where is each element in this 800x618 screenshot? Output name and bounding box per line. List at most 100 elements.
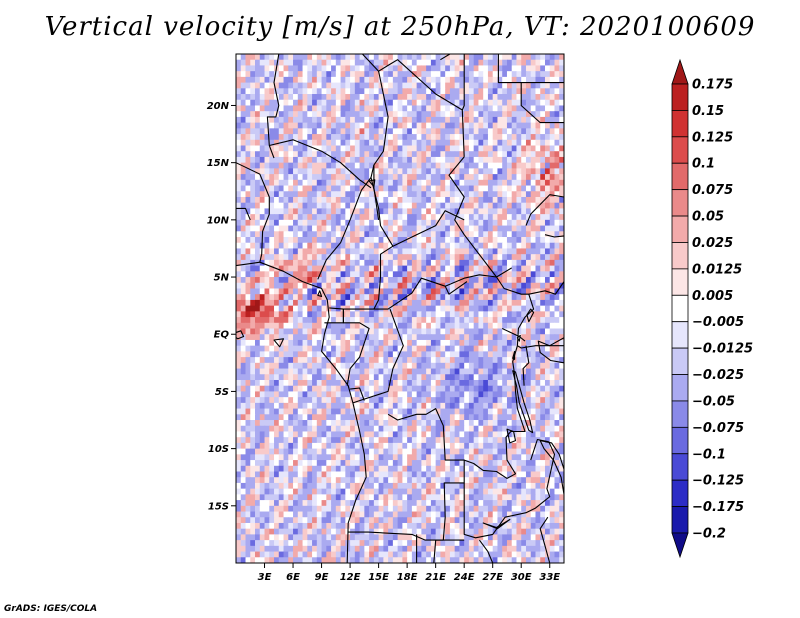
field-cell [511, 311, 518, 318]
field-cell [511, 414, 518, 421]
field-cell [445, 196, 451, 204]
field-cell [388, 65, 394, 72]
field-cell [373, 145, 380, 152]
field-cell [245, 231, 251, 238]
field-cell [506, 351, 513, 358]
field-cell [549, 328, 556, 335]
field-cell [240, 225, 247, 232]
field-cell [383, 402, 389, 410]
field-cell [516, 299, 522, 307]
field-cell [426, 322, 432, 330]
field-cell [340, 454, 346, 461]
field-cell [373, 168, 380, 175]
field-cell [454, 65, 461, 72]
field-cell [288, 299, 294, 307]
field-cell [497, 99, 503, 107]
field-cell [435, 254, 441, 261]
field-cell [530, 259, 537, 267]
field-cell [392, 437, 399, 444]
field-cell [549, 231, 556, 238]
field-cell [440, 431, 446, 438]
field-cell [269, 408, 275, 415]
field-cell [307, 248, 313, 255]
field-cell [369, 76, 375, 84]
field-cell [259, 334, 266, 341]
field-cell [487, 116, 494, 124]
field-cell [236, 174, 242, 181]
field-cell [483, 219, 489, 227]
field-cell [554, 305, 560, 312]
field-cell [497, 254, 503, 261]
field-cell [407, 202, 413, 210]
field-cell [525, 196, 532, 204]
field-cell [506, 99, 513, 107]
field-cell [530, 374, 537, 381]
field-cell [316, 282, 323, 290]
field-cell [407, 54, 413, 61]
field-cell [307, 259, 313, 267]
field-cell [297, 334, 304, 341]
field-cell [525, 99, 532, 107]
field-cell [316, 299, 323, 307]
field-cell [392, 214, 399, 221]
field-cell [445, 128, 451, 135]
field-cell [426, 54, 432, 61]
field-cell [264, 271, 270, 278]
field-cell [321, 139, 327, 147]
field-cell [345, 128, 351, 135]
field-cell [312, 162, 318, 169]
field-cell [250, 294, 256, 301]
field-cell [269, 317, 275, 324]
field-cell [283, 225, 289, 232]
field-cell [525, 202, 532, 210]
field-cell [326, 362, 332, 370]
field-cell [259, 202, 266, 210]
field-cell [483, 105, 489, 112]
field-cell [402, 362, 408, 370]
field-cell [388, 391, 394, 398]
field-cell [492, 179, 499, 187]
field-cell [350, 339, 356, 347]
field-cell [236, 231, 242, 238]
field-cell [435, 54, 441, 61]
field-cell [250, 94, 256, 101]
field-cell [274, 397, 280, 404]
field-cell [250, 219, 256, 227]
field-cell [392, 454, 399, 461]
field-cell [269, 351, 275, 358]
field-cell [278, 271, 285, 278]
field-cell [359, 259, 365, 267]
field-cell [321, 248, 327, 255]
field-cell [430, 122, 437, 129]
field-cell [392, 374, 399, 381]
field-cell [492, 288, 499, 295]
field-cell [564, 277, 569, 283]
field-cell [264, 65, 270, 72]
field-cell [331, 185, 337, 192]
field-cell [354, 99, 361, 107]
field-cell [544, 174, 551, 181]
field-cell [316, 420, 323, 427]
field-cell [468, 414, 475, 421]
field-cell [288, 345, 294, 352]
field-cell [435, 248, 441, 255]
field-cell [449, 311, 456, 318]
field-cell [559, 214, 564, 221]
field-cell [316, 128, 323, 135]
field-cell [283, 105, 289, 112]
field-cell [326, 208, 332, 215]
field-cell [236, 71, 242, 78]
field-cell [430, 288, 437, 295]
field-cell [421, 231, 427, 238]
field-cell [540, 179, 546, 187]
field-cell [283, 414, 289, 421]
field-cell [454, 379, 461, 387]
field-cell [354, 105, 361, 112]
field-cell [426, 379, 432, 387]
field-cell [388, 208, 394, 215]
field-cell [487, 448, 494, 455]
field-cell [316, 139, 323, 147]
field-cell [454, 242, 461, 250]
field-cell [530, 54, 537, 61]
field-cell [559, 99, 564, 107]
